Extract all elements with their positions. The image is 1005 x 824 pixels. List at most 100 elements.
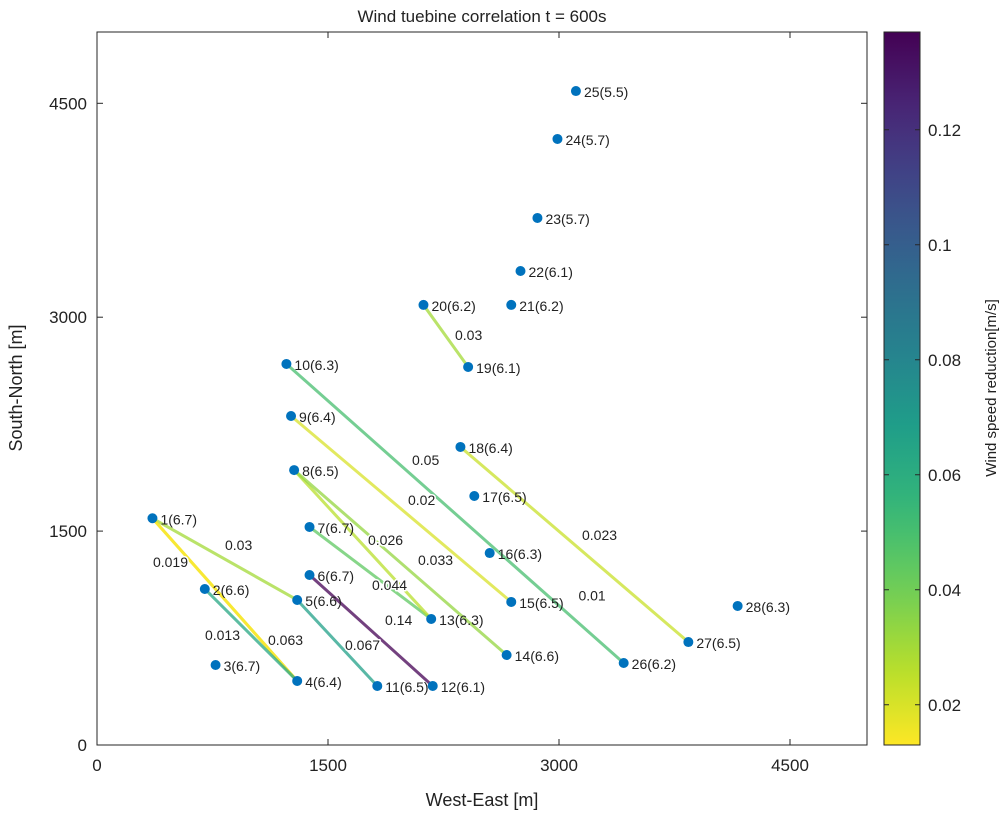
colorbar-tick-label: 0.06 xyxy=(928,466,961,485)
turbine-label-13: 13(6.3) xyxy=(439,612,483,628)
turbine-point-12 xyxy=(427,680,438,691)
turbine-label-12: 12(6.1) xyxy=(441,679,485,695)
y-tick-label: 3000 xyxy=(49,308,87,327)
wake-link-label: 0.14 xyxy=(385,612,412,628)
turbine-label-7: 7(6.7) xyxy=(318,520,355,536)
turbine-label-27: 27(6.5) xyxy=(696,635,740,651)
turbine-point-5 xyxy=(292,594,303,605)
turbine-label-28: 28(6.3) xyxy=(746,599,790,615)
turbine-label-17: 17(6.5) xyxy=(482,489,526,505)
turbine-label-21: 21(6.2) xyxy=(519,298,563,314)
turbine-label-15: 15(6.5) xyxy=(519,595,563,611)
turbine-label-16: 16(6.3) xyxy=(498,546,542,562)
wake-link-label: 0.063 xyxy=(268,632,303,648)
y-tick-label: 4500 xyxy=(49,94,87,113)
turbine-point-9 xyxy=(286,411,297,422)
turbine-label-4: 4(6.4) xyxy=(305,674,342,690)
annotation-label: 0.01 xyxy=(578,587,605,603)
turbine-point-20 xyxy=(418,299,429,310)
turbine-point-8 xyxy=(289,465,300,476)
colorbar-tick-label: 0.12 xyxy=(928,121,961,140)
turbine-label-22: 22(6.1) xyxy=(529,264,573,280)
turbine-point-4 xyxy=(292,675,303,686)
wake-link-label: 0.019 xyxy=(153,554,188,570)
wake-link-1-5 xyxy=(151,516,298,602)
wake-link-label: 0.067 xyxy=(345,637,380,653)
wake-link-2-4 xyxy=(203,587,299,683)
x-tick-label: 3000 xyxy=(540,756,578,775)
turbine-label-1: 1(6.7) xyxy=(160,511,197,527)
colorbar-label: Wind speed reduction[m/s] xyxy=(983,299,1000,477)
turbine-point-6 xyxy=(304,570,315,581)
x-axis-label: West-East [m] xyxy=(426,790,539,810)
wake-link-label: 0.033 xyxy=(418,552,453,568)
turbine-point-16 xyxy=(484,548,495,559)
turbine-point-24 xyxy=(552,133,563,144)
turbine-point-14 xyxy=(501,650,512,661)
wake-link-label: 0.013 xyxy=(205,627,240,643)
turbine-label-11: 11(6.5) xyxy=(385,679,428,695)
turbine-point-17 xyxy=(469,491,480,502)
turbine-point-13 xyxy=(426,613,437,624)
turbine-label-6: 6(6.7) xyxy=(318,568,355,584)
y-tick-label: 1500 xyxy=(49,522,87,541)
wake-link-label: 0.044 xyxy=(372,577,407,593)
turbine-point-3 xyxy=(210,660,221,671)
turbine-label-23: 23(5.7) xyxy=(545,211,589,227)
turbine-point-26 xyxy=(618,658,629,669)
colorbar-tick-label: 0.08 xyxy=(928,351,961,370)
colorbar-tick-label: 0.1 xyxy=(928,236,952,255)
colorbar-tick-label: 0.02 xyxy=(928,696,961,715)
y-tick-label: 0 xyxy=(78,736,87,755)
wake-link-label: 0.05 xyxy=(412,452,439,468)
wake-link-7-13 xyxy=(308,525,433,621)
turbine-point-11 xyxy=(372,680,383,691)
turbine-point-25 xyxy=(570,86,581,97)
turbine-point-2 xyxy=(199,583,210,594)
turbine-label-5: 5(6.6) xyxy=(305,593,342,609)
turbine-label-3: 3(6.7) xyxy=(224,658,261,674)
chart-title: Wind tuebine correlation t = 600s xyxy=(357,7,606,26)
turbine-point-7 xyxy=(304,521,315,532)
turbine-label-26: 26(6.2) xyxy=(632,656,676,672)
wake-link-label: 0.02 xyxy=(408,492,435,508)
turbine-point-21 xyxy=(506,299,517,310)
turbine-point-10 xyxy=(281,358,292,369)
wake-link-1-4 xyxy=(151,517,299,682)
turbine-label-10: 10(6.3) xyxy=(294,357,338,373)
turbine-point-18 xyxy=(455,441,466,452)
turbine-label-2: 2(6.6) xyxy=(213,582,250,598)
turbine-label-18: 18(6.4) xyxy=(468,440,512,456)
wake-link-18-27 xyxy=(459,445,690,644)
turbine-point-23 xyxy=(532,212,543,223)
x-tick-label: 0 xyxy=(92,756,101,775)
wake-link-label: 0.023 xyxy=(582,527,617,543)
plot-area xyxy=(96,31,868,746)
wake-link-label: 0.026 xyxy=(368,532,403,548)
wake-link-20-19 xyxy=(422,304,470,368)
turbine-label-24: 24(5.7) xyxy=(565,132,609,148)
wake-link-8-13 xyxy=(293,469,433,620)
wake-link-label: 0.03 xyxy=(225,537,252,553)
wake-link-9-15 xyxy=(290,414,513,604)
wake-link-10-26 xyxy=(285,362,625,665)
turbine-label-9: 9(6.4) xyxy=(299,409,336,425)
wake-link-8-14 xyxy=(293,468,508,657)
turbine-point-1 xyxy=(147,513,158,524)
turbine-point-15 xyxy=(506,596,517,607)
turbine-label-25: 25(5.5) xyxy=(584,84,628,100)
turbine-label-14: 14(6.6) xyxy=(515,648,559,664)
x-tick-label: 1500 xyxy=(309,756,347,775)
wake-link-6-12 xyxy=(308,573,434,688)
turbine-point-28 xyxy=(732,600,743,611)
x-tick-label: 4500 xyxy=(771,756,809,775)
turbine-point-22 xyxy=(515,265,526,276)
turbine-label-20: 20(6.2) xyxy=(431,298,475,314)
wake-link-label: 0.03 xyxy=(455,327,482,343)
turbine-point-19 xyxy=(463,361,474,372)
colorbar xyxy=(883,31,921,746)
colorbar-tick-label: 0.04 xyxy=(928,581,961,600)
turbine-label-8: 8(6.5) xyxy=(302,463,339,479)
turbine-label-19: 19(6.1) xyxy=(476,360,520,376)
